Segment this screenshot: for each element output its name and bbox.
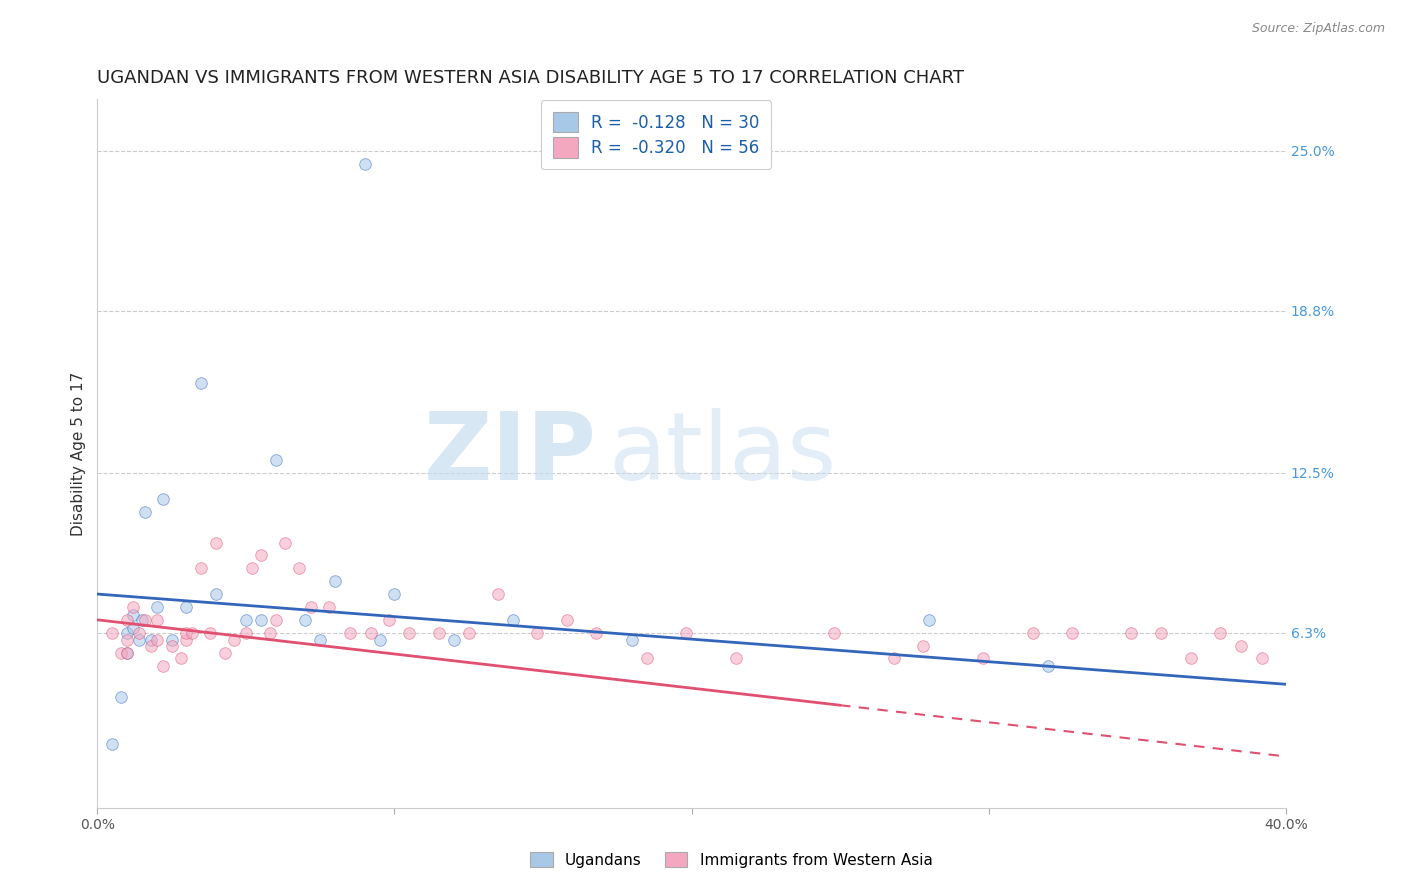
Text: ZIP: ZIP <box>423 408 596 500</box>
Point <box>139 633 162 648</box>
Point <box>146 613 169 627</box>
Point <box>115 646 138 660</box>
Point <box>457 625 479 640</box>
Point <box>488 587 510 601</box>
Point <box>1230 639 1253 653</box>
Point <box>249 549 271 563</box>
Point <box>115 625 138 640</box>
Point <box>264 613 287 627</box>
Point <box>134 613 156 627</box>
Point <box>146 599 169 614</box>
Point <box>918 613 941 627</box>
Point <box>249 613 271 627</box>
Point <box>169 651 191 665</box>
Point <box>636 651 658 665</box>
Point <box>160 633 183 648</box>
Point <box>502 613 524 627</box>
Point <box>235 613 257 627</box>
Point <box>398 625 420 640</box>
Point <box>1251 651 1274 665</box>
Point <box>368 633 391 648</box>
Point <box>128 633 150 648</box>
Point <box>128 625 150 640</box>
Point <box>427 625 450 640</box>
Point <box>122 599 145 614</box>
Point <box>240 561 263 575</box>
Point <box>235 625 257 640</box>
Point <box>110 646 132 660</box>
Point <box>318 599 340 614</box>
Point <box>122 621 145 635</box>
Point <box>152 491 174 506</box>
Point <box>1036 659 1059 673</box>
Point <box>526 625 548 640</box>
Point <box>160 639 183 653</box>
Point <box>377 613 399 627</box>
Point <box>222 633 245 648</box>
Point <box>181 625 204 640</box>
Legend: Ugandans, Immigrants from Western Asia: Ugandans, Immigrants from Western Asia <box>522 844 941 875</box>
Point <box>1180 651 1202 665</box>
Point <box>912 639 935 653</box>
Point <box>115 633 138 648</box>
Point <box>443 633 465 648</box>
Point <box>259 625 281 640</box>
Point <box>190 561 212 575</box>
Point <box>675 625 697 640</box>
Point <box>205 535 228 549</box>
Legend: R =  -0.128   N = 30, R =  -0.320   N = 56: R = -0.128 N = 30, R = -0.320 N = 56 <box>541 101 770 169</box>
Point <box>1121 625 1143 640</box>
Point <box>190 376 212 390</box>
Text: UGANDAN VS IMMIGRANTS FROM WESTERN ASIA DISABILITY AGE 5 TO 17 CORRELATION CHART: UGANDAN VS IMMIGRANTS FROM WESTERN ASIA … <box>97 69 965 87</box>
Point <box>139 639 162 653</box>
Point <box>883 651 905 665</box>
Point <box>585 625 607 640</box>
Point <box>264 453 287 467</box>
Point <box>101 737 124 751</box>
Point <box>200 625 222 640</box>
Point <box>146 633 169 648</box>
Point <box>360 625 382 640</box>
Point <box>115 613 138 627</box>
Point <box>323 574 346 589</box>
Point <box>309 633 332 648</box>
Point <box>101 625 124 640</box>
Point <box>384 587 406 601</box>
Point <box>134 505 156 519</box>
Point <box>1150 625 1173 640</box>
Point <box>122 607 145 622</box>
Point <box>725 651 748 665</box>
Point <box>339 625 361 640</box>
Point <box>1209 625 1232 640</box>
Y-axis label: Disability Age 5 to 17: Disability Age 5 to 17 <box>72 371 86 536</box>
Point <box>214 646 236 660</box>
Point <box>288 561 311 575</box>
Point <box>205 587 228 601</box>
Point <box>273 535 295 549</box>
Point <box>1060 625 1083 640</box>
Text: Source: ZipAtlas.com: Source: ZipAtlas.com <box>1251 22 1385 36</box>
Point <box>115 646 138 660</box>
Point <box>972 651 994 665</box>
Point <box>621 633 644 648</box>
Point <box>176 625 198 640</box>
Point <box>110 690 132 705</box>
Text: atlas: atlas <box>609 408 837 500</box>
Point <box>131 613 153 627</box>
Point <box>353 156 375 170</box>
Point <box>1022 625 1045 640</box>
Point <box>823 625 845 640</box>
Point <box>299 599 322 614</box>
Point <box>152 659 174 673</box>
Point <box>555 613 578 627</box>
Point <box>176 599 198 614</box>
Point <box>294 613 316 627</box>
Point <box>176 633 198 648</box>
